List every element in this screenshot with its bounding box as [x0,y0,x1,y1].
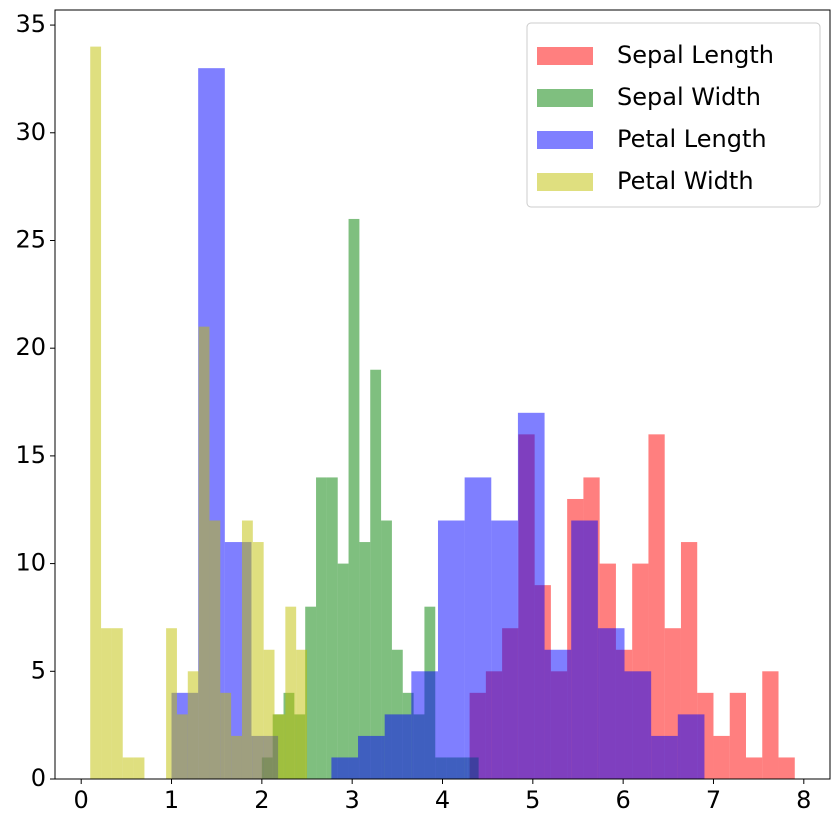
bar [370,369,382,779]
bar [348,218,360,780]
bar [331,757,359,779]
bar [517,412,545,779]
legend-swatch [537,131,593,149]
y-tick-label: 0 [31,764,46,792]
bar [296,649,308,779]
x-tick-label: 8 [796,786,811,814]
bar [220,692,232,779]
x-tick-label: 0 [74,786,89,814]
bar [198,326,210,779]
bar [305,606,317,779]
legend-label: Sepal Width [617,83,761,111]
bar [209,520,221,779]
bar [111,628,123,779]
bar [231,735,242,779]
x-tick-label: 3 [345,786,360,814]
bar [252,542,264,779]
bar [133,757,145,779]
bar [285,606,297,779]
bar [778,757,795,779]
x-tick-label: 2 [254,786,269,814]
bar [337,563,349,779]
bar [263,649,275,779]
bar [358,735,385,779]
bar [648,434,665,779]
legend-label: Sepal Length [617,41,774,69]
x-tick-label: 5 [525,786,540,814]
y-tick-label: 35 [15,10,46,38]
legend-label: Petal Width [617,167,754,195]
bar [326,477,338,779]
y-tick-label: 5 [31,656,46,684]
bar [762,671,779,779]
bar [571,520,598,779]
legend-swatch [537,89,593,107]
legend-box [526,22,821,208]
bar [437,520,465,779]
bar [274,714,286,779]
y-tick-label: 20 [15,333,46,361]
bar [464,477,492,779]
bar [411,671,438,779]
x-tick-label: 1 [164,786,179,814]
bar [713,735,730,779]
legend-label: Petal Length [617,125,767,153]
legend-swatch [537,47,593,65]
bar [166,628,177,779]
bar [176,714,188,779]
y-tick-label: 30 [15,118,46,146]
x-tick-label: 6 [616,786,631,814]
y-tick-label: 10 [15,549,46,577]
x-tick-label: 4 [435,786,450,814]
bar [381,520,392,779]
bar [241,520,253,779]
x-tick-label: 7 [706,786,721,814]
bar [624,671,652,779]
bar [745,757,763,779]
bar [729,692,746,779]
bar [90,46,102,780]
bar [384,714,412,779]
bar [316,477,327,779]
bar [677,714,705,779]
legend-swatch [537,173,593,191]
y-tick-label: 25 [15,225,46,253]
y-tick-label: 15 [15,441,46,469]
bar [359,542,371,779]
bar [544,649,572,779]
series [90,46,308,780]
bar [491,520,518,779]
bar [101,628,112,779]
bar [122,757,134,779]
bar [187,671,199,779]
bar [651,735,678,779]
bar [597,628,625,779]
